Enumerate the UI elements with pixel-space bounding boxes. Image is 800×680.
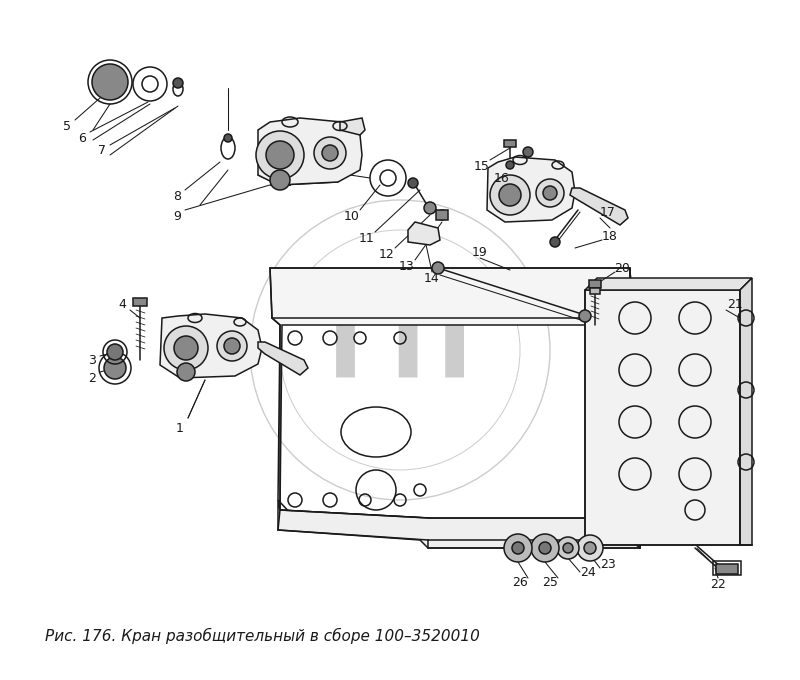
Polygon shape xyxy=(487,157,575,222)
Circle shape xyxy=(107,344,123,360)
Polygon shape xyxy=(340,118,365,135)
Text: 14: 14 xyxy=(424,273,440,286)
Text: 1: 1 xyxy=(176,422,184,435)
Text: 26: 26 xyxy=(512,577,528,590)
Polygon shape xyxy=(270,268,632,540)
Text: 4: 4 xyxy=(118,299,126,311)
Text: 8: 8 xyxy=(173,190,181,203)
Circle shape xyxy=(543,186,557,200)
Circle shape xyxy=(424,202,436,214)
Circle shape xyxy=(224,134,232,142)
Bar xyxy=(589,280,601,288)
Bar xyxy=(590,288,600,294)
Circle shape xyxy=(174,336,198,360)
Polygon shape xyxy=(585,278,752,290)
Polygon shape xyxy=(630,268,640,548)
Text: 23: 23 xyxy=(600,558,616,571)
Circle shape xyxy=(577,535,603,561)
Polygon shape xyxy=(408,222,440,245)
Circle shape xyxy=(322,145,338,161)
Circle shape xyxy=(266,141,294,169)
Circle shape xyxy=(104,357,126,379)
Text: 20: 20 xyxy=(614,262,630,275)
Circle shape xyxy=(504,534,532,562)
Circle shape xyxy=(523,147,533,157)
Text: 3: 3 xyxy=(88,354,96,367)
Circle shape xyxy=(270,170,290,190)
Text: 6: 6 xyxy=(78,131,86,145)
Circle shape xyxy=(173,78,183,88)
Circle shape xyxy=(563,543,573,553)
Polygon shape xyxy=(258,118,362,185)
Circle shape xyxy=(579,310,591,322)
Polygon shape xyxy=(570,188,628,225)
Circle shape xyxy=(408,178,418,188)
Text: 21: 21 xyxy=(727,299,743,311)
Circle shape xyxy=(531,534,559,562)
Circle shape xyxy=(256,131,304,179)
Bar xyxy=(436,210,448,220)
Polygon shape xyxy=(258,342,308,375)
Text: Рис. 176. Кран разобщительный в сборе 100–3520010: Рис. 176. Кран разобщительный в сборе 10… xyxy=(45,628,480,644)
Circle shape xyxy=(217,331,247,361)
Text: 25: 25 xyxy=(542,577,558,590)
Text: 11: 11 xyxy=(359,231,375,245)
Bar xyxy=(713,561,741,575)
Circle shape xyxy=(499,184,521,206)
Circle shape xyxy=(550,237,560,247)
Text: 22: 22 xyxy=(710,579,726,592)
Text: 12: 12 xyxy=(379,248,395,260)
Circle shape xyxy=(539,542,551,554)
Text: 24: 24 xyxy=(580,566,596,579)
Text: 10: 10 xyxy=(344,209,360,222)
Circle shape xyxy=(536,179,564,207)
Text: 15: 15 xyxy=(474,160,490,173)
Circle shape xyxy=(584,542,596,554)
Circle shape xyxy=(92,64,128,100)
Text: 2: 2 xyxy=(88,371,96,384)
Text: ГП: ГП xyxy=(326,301,474,398)
Text: 17: 17 xyxy=(600,207,616,220)
Text: 5: 5 xyxy=(63,120,71,133)
Polygon shape xyxy=(278,500,640,548)
Circle shape xyxy=(224,338,240,354)
Polygon shape xyxy=(160,314,262,378)
Circle shape xyxy=(437,210,447,220)
Circle shape xyxy=(490,175,530,215)
Text: 9: 9 xyxy=(173,209,181,222)
Bar xyxy=(504,140,516,147)
Circle shape xyxy=(506,161,514,169)
Text: 13: 13 xyxy=(399,260,415,273)
Bar xyxy=(585,290,740,545)
Bar xyxy=(716,564,738,574)
Circle shape xyxy=(512,542,524,554)
Circle shape xyxy=(164,326,208,370)
Circle shape xyxy=(177,363,195,381)
Text: 19: 19 xyxy=(472,245,488,258)
Text: 18: 18 xyxy=(602,230,618,243)
Text: 7: 7 xyxy=(98,145,106,158)
Bar xyxy=(133,298,147,306)
Circle shape xyxy=(432,262,444,274)
Circle shape xyxy=(557,537,579,559)
Polygon shape xyxy=(740,278,752,545)
Text: 16: 16 xyxy=(494,171,510,184)
Circle shape xyxy=(314,137,346,169)
